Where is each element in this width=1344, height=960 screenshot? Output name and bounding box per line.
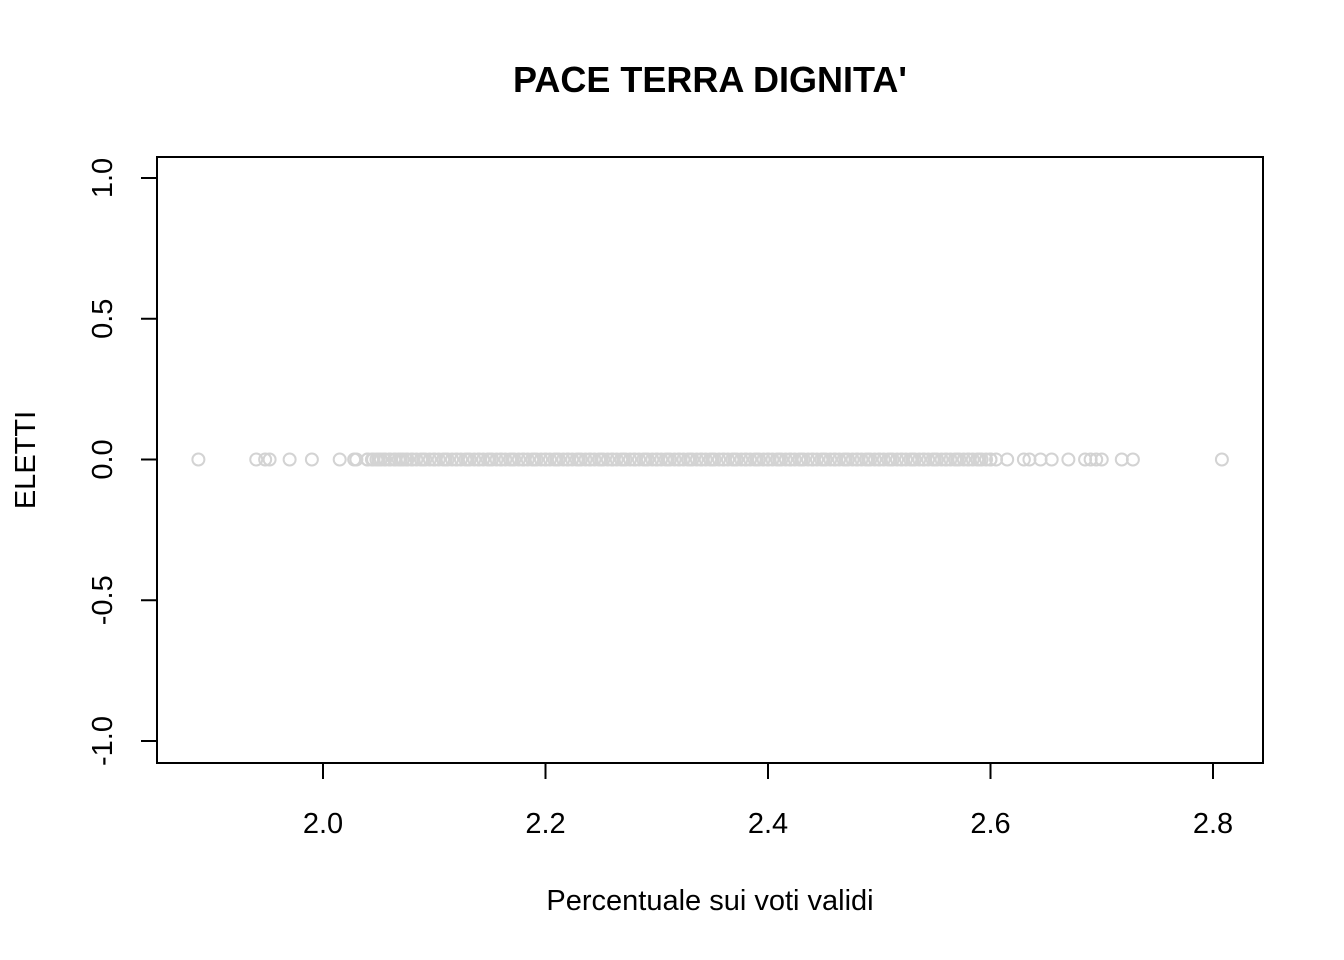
y-axis-label: ELETTI	[10, 411, 42, 509]
data-point-dense	[689, 452, 704, 467]
data-point	[191, 452, 206, 467]
data-point	[1214, 452, 1229, 467]
data-point-dense	[720, 452, 735, 467]
data-point-dense	[712, 452, 727, 467]
y-axis: -1.0 -0.5 0.0 0.5 1.0	[87, 158, 158, 766]
data-point-dense	[956, 452, 971, 467]
data-point	[1089, 452, 1104, 467]
x-tick-label: 2.8	[1193, 808, 1233, 840]
data-point-dense	[743, 452, 758, 467]
data-point	[262, 452, 277, 467]
data-point-dense	[623, 452, 638, 467]
data-point	[258, 452, 273, 467]
data-point	[1000, 452, 1015, 467]
data-point-dense	[520, 452, 535, 467]
y-tick-label: -1.0	[87, 716, 119, 766]
data-point-dense	[556, 452, 571, 467]
data-point-dense	[756, 452, 771, 467]
data-point-dense	[431, 452, 446, 467]
data-point-dense	[876, 452, 891, 467]
x-axis: 2.0 2.2 2.4 2.6 2.8	[303, 762, 1233, 840]
y-tick-label: 0.5	[87, 299, 119, 339]
data-point-dense	[912, 452, 927, 467]
y-tick-label: -0.5	[87, 575, 119, 625]
data-point-dense	[498, 452, 513, 467]
data-point-dense	[934, 452, 949, 467]
data-point	[282, 452, 297, 467]
data-point-dense	[587, 452, 602, 467]
data-point-dense	[778, 452, 793, 467]
data-point-dense	[631, 452, 646, 467]
data-point-dense	[676, 452, 691, 467]
data-point-dense	[765, 452, 780, 467]
data-point-dense	[921, 452, 936, 467]
data-point-dense	[801, 452, 816, 467]
data-point-dense	[645, 452, 660, 467]
data-point	[1044, 452, 1059, 467]
data-point	[1016, 452, 1031, 467]
data-point-dense	[476, 452, 491, 467]
data-point-dense	[445, 452, 460, 467]
data-point-dense	[511, 452, 526, 467]
data-point	[399, 452, 414, 467]
data-point-dense	[698, 452, 713, 467]
data-point-dense	[890, 452, 905, 467]
data-point	[332, 452, 347, 467]
data-point-dense	[534, 452, 549, 467]
data-point-dense	[609, 452, 624, 467]
data-point	[983, 452, 998, 467]
data-point-dense	[787, 452, 802, 467]
data-points	[191, 452, 1229, 467]
data-point	[1094, 452, 1109, 467]
data-point-dense	[600, 452, 615, 467]
data-point-dense	[453, 452, 468, 467]
data-point-dense	[422, 452, 437, 467]
data-point-dense	[823, 452, 838, 467]
data-point-dense	[809, 452, 824, 467]
data-point	[1061, 452, 1076, 467]
data-point	[249, 452, 264, 467]
y-tick-label: 0.0	[87, 439, 119, 479]
data-point-dense	[979, 452, 994, 467]
data-point-dense	[578, 452, 593, 467]
data-point-dense	[832, 452, 847, 467]
data-point-dense	[409, 452, 424, 467]
x-axis-label: Percentuale sui voti validi	[546, 885, 873, 917]
data-point-dense	[845, 452, 860, 467]
data-point	[1125, 452, 1140, 467]
data-point-dense	[898, 452, 913, 467]
data-point-dense	[467, 452, 482, 467]
data-point-dense	[943, 452, 958, 467]
x-tick-label: 2.6	[970, 808, 1010, 840]
data-point-dense	[867, 452, 882, 467]
data-point-dense	[667, 452, 682, 467]
data-point-dense	[734, 452, 749, 467]
x-tick-label: 2.4	[748, 808, 788, 840]
data-point-dense	[542, 452, 557, 467]
x-tick-label: 2.0	[303, 808, 343, 840]
data-point-dense	[854, 452, 869, 467]
x-tick-label: 2.2	[525, 808, 565, 840]
data-point	[304, 452, 319, 467]
chart-title: PACE TERRA DIGNITA'	[513, 59, 907, 100]
data-point-dense	[654, 452, 669, 467]
data-point-dense	[489, 452, 504, 467]
data-point-dense	[565, 452, 580, 467]
y-tick-label: 1.0	[87, 158, 119, 198]
data-point-dense	[965, 452, 980, 467]
